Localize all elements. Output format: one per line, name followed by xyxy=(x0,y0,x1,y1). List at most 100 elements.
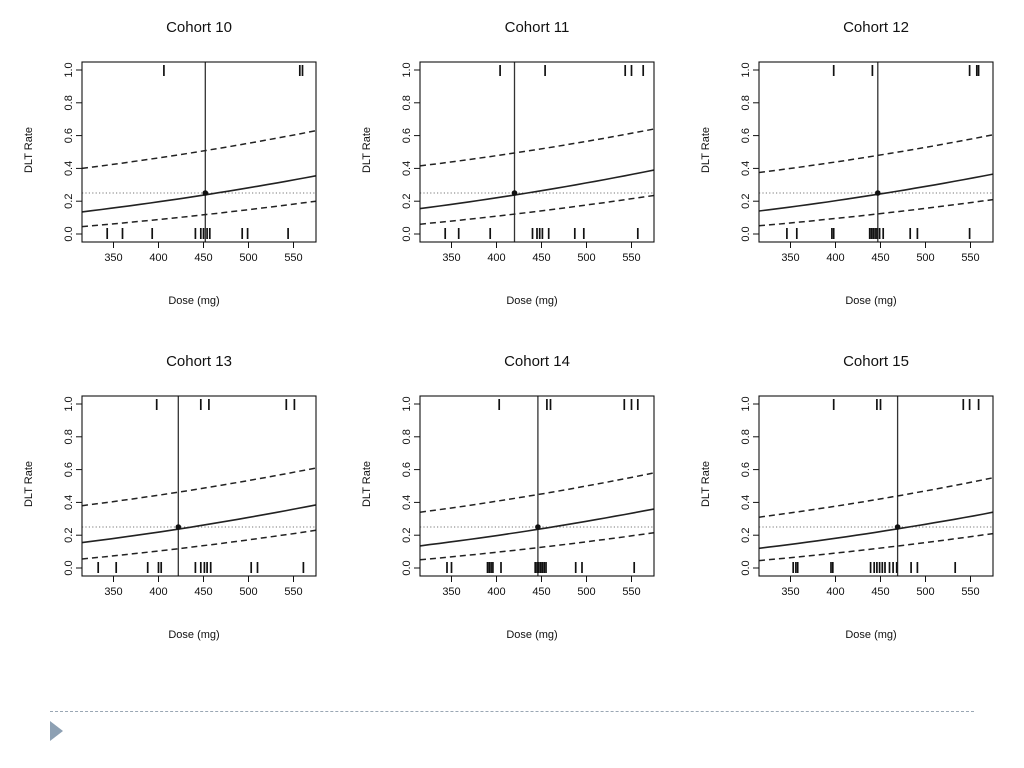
x-tick-label: 350 xyxy=(781,252,799,264)
x-tick-label: 400 xyxy=(826,586,844,598)
y-tick-label: 0.0 xyxy=(740,560,752,575)
dlt-estimate-curve xyxy=(82,175,316,213)
chart-svg: Cohort 13 350 400 450 500 550 0.0 0.2 0.4 0.6 0.8 1… xyxy=(23,353,317,641)
y-tick-label: 1.0 xyxy=(740,62,752,77)
dlt-interval-curve xyxy=(420,472,654,513)
y-tick-label: 0.6 xyxy=(401,128,413,143)
chart-title: Cohort 13 xyxy=(166,353,232,370)
plot-area xyxy=(759,62,993,242)
plot-area xyxy=(82,396,316,576)
x-tick-label: 550 xyxy=(284,252,302,264)
selected-dose-point xyxy=(511,190,518,196)
x-tick-label: 550 xyxy=(961,586,979,598)
x-tick-label: 550 xyxy=(622,586,640,598)
x-tick-label: 450 xyxy=(194,586,212,598)
y-tick-label: 1.0 xyxy=(740,396,752,411)
dlt-interval-curve xyxy=(759,134,993,174)
x-tick-label: 550 xyxy=(961,252,979,264)
dlt-interval-curve xyxy=(82,467,316,507)
y-tick-label: 0.0 xyxy=(401,560,413,575)
next-slide-arrow-icon[interactable] xyxy=(50,721,63,741)
y-tick-label: 0.6 xyxy=(740,128,752,143)
x-tick-label: 550 xyxy=(284,586,302,598)
y-tick-label: 0.2 xyxy=(401,194,413,209)
y-tick-label: 1.0 xyxy=(401,62,413,77)
y-tick-label: 0.6 xyxy=(401,462,413,477)
y-tick-label: 0.4 xyxy=(63,495,75,510)
dlt-estimate-curve xyxy=(420,169,654,210)
x-tick-label: 350 xyxy=(442,252,460,264)
selected-dose-point xyxy=(202,190,209,196)
cohort-14-panel: Cohort 14 350 400 450 500 550 0.0 0.2 0.4 0.6 0.8 1… xyxy=(340,334,680,668)
chart-title: Cohort 10 xyxy=(166,19,232,36)
x-tick-label: 450 xyxy=(532,252,550,264)
y-tick-label: 0.0 xyxy=(63,560,75,575)
dlt-interval-curve xyxy=(82,529,316,560)
x-axis-label: Dose (mg) xyxy=(168,295,219,307)
dlt-interval-curve xyxy=(420,194,654,225)
x-tick-label: 350 xyxy=(104,252,122,264)
chart-title: Cohort 15 xyxy=(843,353,909,370)
x-tick-label: 450 xyxy=(871,252,889,264)
y-axis-label: DLT Rate xyxy=(700,461,712,507)
y-tick-label: 0.4 xyxy=(401,161,413,176)
chart-title: Cohort 11 xyxy=(505,19,570,36)
x-tick-label: 400 xyxy=(487,252,505,264)
y-tick-label: 0.8 xyxy=(740,429,752,444)
cohort-15-panel: Cohort 15 350 400 450 500 550 0.0 0.2 0.4 0.6 0.8 1… xyxy=(679,334,1019,668)
x-tick-label: 400 xyxy=(149,586,167,598)
y-tick-label: 0.6 xyxy=(740,462,752,477)
dlt-estimate-curve xyxy=(82,504,316,544)
plot-area xyxy=(420,62,654,242)
y-tick-label: 0.8 xyxy=(63,95,75,110)
dlt-estimate-curve xyxy=(759,511,993,550)
cohort-10-panel: Cohort 10 350 400 450 500 550 0.0 0.2 0.4 0.6 0.8 1… xyxy=(2,0,342,334)
dlt-interval-curve xyxy=(82,200,316,228)
selected-dose-point xyxy=(175,524,182,530)
y-tick-label: 0.8 xyxy=(401,95,413,110)
x-tick-label: 350 xyxy=(104,586,122,598)
y-tick-label: 1.0 xyxy=(63,62,75,77)
x-tick-label: 500 xyxy=(239,586,257,598)
plot-area xyxy=(759,396,993,576)
x-tick-label: 350 xyxy=(442,586,460,598)
y-tick-label: 0.2 xyxy=(740,194,752,209)
chart-title: Cohort 14 xyxy=(504,353,570,370)
y-tick-label: 0.6 xyxy=(63,128,75,143)
y-tick-label: 1.0 xyxy=(63,396,75,411)
y-tick-label: 0.4 xyxy=(740,161,752,176)
dlt-interval-curve xyxy=(82,129,316,170)
cohort-chart-grid: Cohort 10 350 400 450 500 550 0.0 0.2 0.4 0.6 0.8 1… xyxy=(2,0,1019,668)
cohort-11-panel: Cohort 11 350 400 450 500 550 0.0 0.2 0.4 0.6 0.8 1… xyxy=(340,0,680,334)
x-tick-label: 500 xyxy=(916,252,934,264)
plot-frame xyxy=(758,61,994,243)
x-tick-label: 400 xyxy=(826,252,844,264)
x-axis-label: Dose (mg) xyxy=(168,629,219,641)
y-tick-label: 0.8 xyxy=(401,429,413,444)
y-tick-label: 0.4 xyxy=(63,161,75,176)
y-tick-label: 0.4 xyxy=(740,495,752,510)
y-tick-label: 1.0 xyxy=(401,396,413,411)
x-axis-label: Dose (mg) xyxy=(845,629,896,641)
footer-divider xyxy=(50,711,974,712)
plot-area xyxy=(420,396,654,576)
dlt-interval-curve xyxy=(759,532,993,562)
selected-dose-point xyxy=(875,190,881,196)
y-tick-label: 0.4 xyxy=(401,495,413,510)
y-tick-label: 0.8 xyxy=(63,429,75,444)
selected-dose-point xyxy=(535,524,541,530)
y-axis-label: DLT Rate xyxy=(700,127,712,173)
cohort-13-panel: Cohort 13 350 400 450 500 550 0.0 0.2 0.4 0.6 0.8 1… xyxy=(2,334,342,668)
chart-title: Cohort 12 xyxy=(843,19,909,36)
plot-frame xyxy=(419,395,655,577)
chart-svg: Cohort 10 350 400 450 500 550 0.0 0.2 0.4 0.6 0.8 1… xyxy=(23,19,317,307)
y-tick-label: 0.8 xyxy=(740,95,752,110)
chart-svg: Cohort 11 350 400 450 500 550 0.0 0.2 0.4 0.6 0.8 1… xyxy=(361,19,655,307)
y-axis-label: DLT Rate xyxy=(23,461,35,507)
x-tick-label: 450 xyxy=(194,252,212,264)
dlt-interval-curve xyxy=(420,128,654,167)
x-tick-label: 400 xyxy=(149,252,167,264)
y-axis-label: DLT Rate xyxy=(23,127,35,173)
x-tick-label: 500 xyxy=(916,586,934,598)
x-axis-label: Dose (mg) xyxy=(845,295,896,307)
